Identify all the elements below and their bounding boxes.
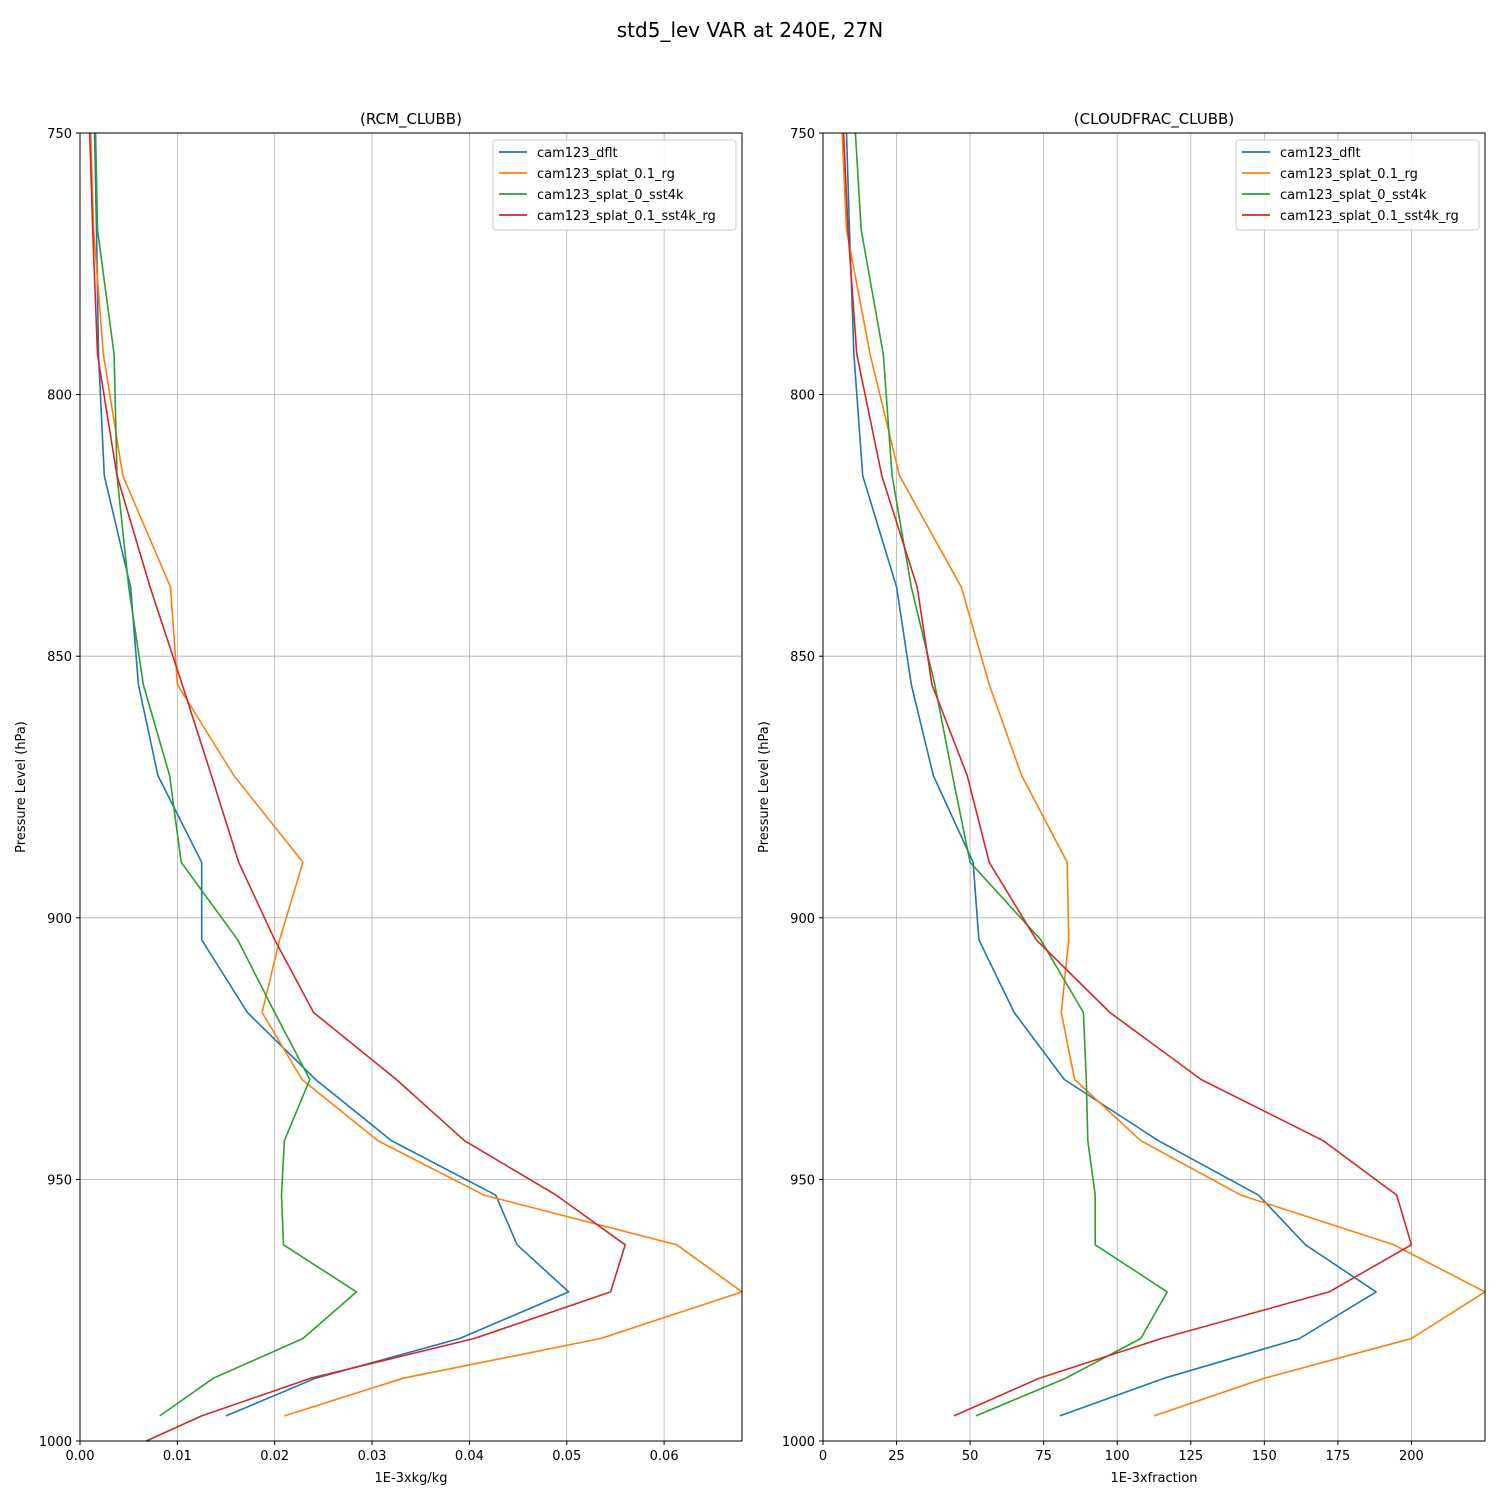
series-line-cam123_splat_0.1_rg — [89, 132, 743, 1417]
y-tick-label: 800 — [47, 389, 72, 404]
series-line-cam123_splat_0.1_sst4k_rg — [842, 132, 1413, 1417]
axes-title: (RCM_CLUBB) — [360, 110, 462, 129]
figure-title: std5_lev VAR at 240E, 27N — [617, 18, 883, 42]
x-tick-label: 200 — [1399, 1449, 1424, 1464]
x-tick-label: 150 — [1252, 1449, 1277, 1464]
series-line-cam123_splat_0.1_rg — [841, 132, 1486, 1417]
legend-label: cam123_dflt — [1280, 146, 1361, 161]
axes-frame — [822, 132, 1486, 1442]
legend-label: cam123_splat_0.1_rg — [537, 167, 675, 182]
x-tick-label: 0.03 — [358, 1449, 387, 1464]
y-tick-label: 850 — [790, 650, 815, 665]
y-tick-label: 1000 — [39, 1435, 72, 1450]
legend-label: cam123_dflt — [537, 146, 618, 161]
x-tick-label: 25 — [888, 1449, 905, 1464]
series-line-cam123_dflt — [845, 132, 1377, 1417]
x-axis-label: 1E-3xkg/kg — [374, 1471, 447, 1486]
series-line-cam123_splat_0.1_sst4k_rg — [88, 132, 627, 1442]
y-tick-label: 850 — [47, 650, 72, 665]
axes-title: (CLOUDFRAC_CLUBB) — [1074, 110, 1234, 129]
x-tick-label: 0.06 — [650, 1449, 679, 1464]
y-tick-label: 950 — [790, 1173, 815, 1188]
legend-box — [492, 139, 737, 231]
legend: cam123_dflt cam123_splat_0.1_rg cam123_spl… — [1235, 139, 1480, 231]
x-tick-label: 0.01 — [163, 1449, 192, 1464]
y-axis-label: Pressure Level (hPa) — [757, 721, 772, 853]
x-tick-label: 175 — [1325, 1449, 1350, 1464]
legend-label: cam123_splat_0.1_sst4k_rg — [537, 209, 716, 224]
x-tick-label: 125 — [1178, 1449, 1203, 1464]
x-tick-label: 0.05 — [552, 1449, 581, 1464]
x-tick-label: 100 — [1105, 1449, 1130, 1464]
axes-frame — [79, 132, 743, 1442]
y-tick-label: 750 — [47, 127, 72, 142]
x-tick-label: 50 — [962, 1449, 979, 1464]
x-axis-label: 1E-3xfraction — [1110, 1471, 1197, 1486]
x-tick-label: 0.02 — [260, 1449, 289, 1464]
series-line-cam123_splat_0_sst4k — [854, 132, 1168, 1417]
legend-label: cam123_splat_0_sst4k — [1280, 188, 1427, 203]
legend-label: cam123_splat_0.1_sst4k_rg — [1280, 209, 1459, 224]
legend: cam123_dflt cam123_splat_0.1_rg cam123_spl… — [492, 139, 737, 231]
legend-box — [1235, 139, 1480, 231]
panel-cloudfrac-clubb: 0 25 50 75 100 125 150 175 200 750 800 850 900 950 100… — [757, 110, 1486, 1486]
y-axis-label: Pressure Level (hPa) — [14, 721, 29, 853]
y-tick-label: 900 — [47, 912, 72, 927]
x-tick-label: 0 — [819, 1449, 827, 1464]
legend-label: cam123_splat_0.1_rg — [1280, 167, 1418, 182]
y-tick-label: 1000 — [782, 1435, 815, 1450]
series-line-cam123_splat_0_sst4k — [94, 132, 358, 1417]
panel-rcm-clubb: 0.00 0.01 0.02 0.03 0.04 0.05 0.06 750 800 850 900… — [14, 110, 743, 1486]
legend-label: cam123_splat_0_sst4k — [537, 188, 684, 203]
y-tick-label: 950 — [47, 1173, 72, 1188]
y-tick-label: 900 — [790, 912, 815, 927]
x-tick-label: 75 — [1035, 1449, 1052, 1464]
x-tick-label: 0.04 — [455, 1449, 484, 1464]
series-line-cam123_dflt — [93, 132, 570, 1417]
y-tick-label: 750 — [790, 127, 815, 142]
y-tick-label: 800 — [790, 389, 815, 404]
x-tick-label: 0.00 — [66, 1449, 95, 1464]
